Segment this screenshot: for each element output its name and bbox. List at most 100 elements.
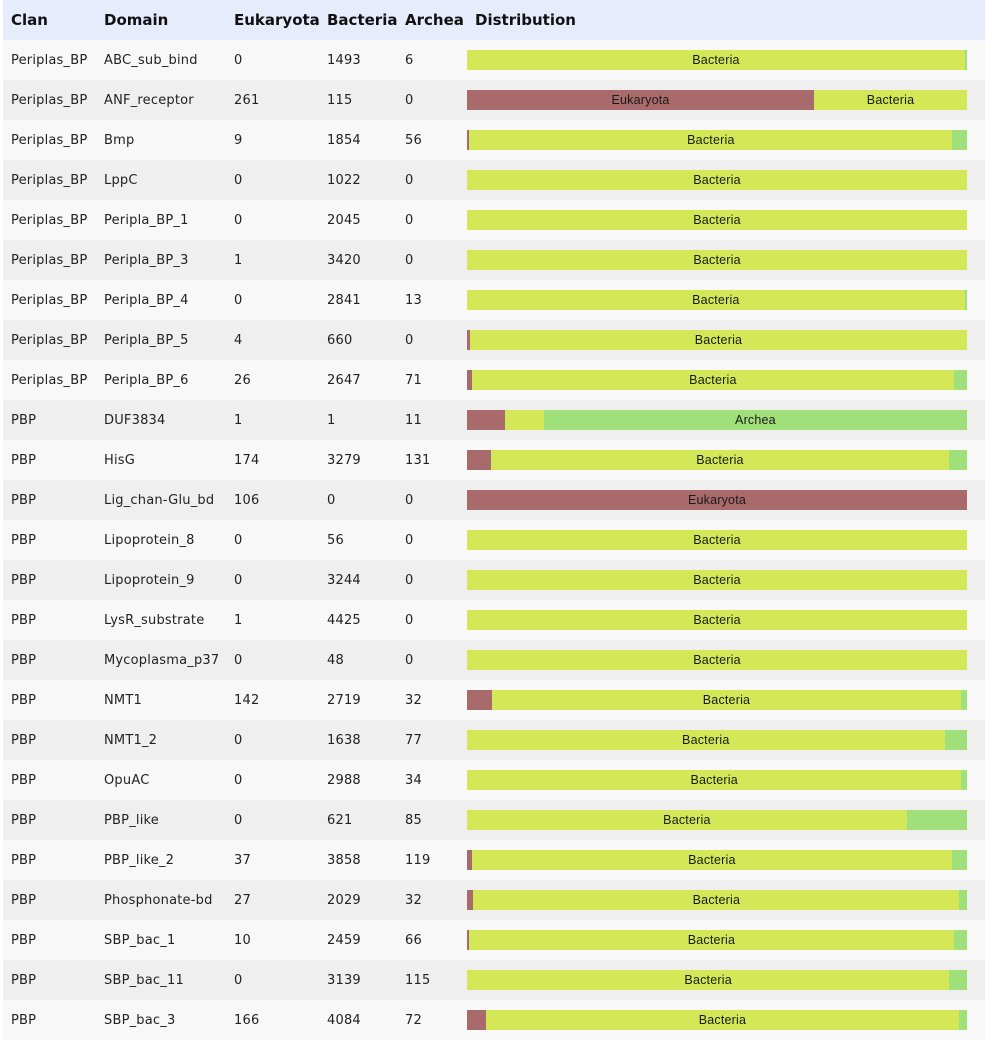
clan-cell[interactable]: Periplas_BP bbox=[3, 240, 96, 280]
eukaryota-count: 1 bbox=[226, 400, 319, 440]
eukaryota-count: 1 bbox=[226, 600, 319, 640]
clan-cell[interactable]: PBP bbox=[3, 520, 96, 560]
bacteria-count: 3244 bbox=[319, 560, 397, 600]
header-domain[interactable]: Domain bbox=[96, 0, 226, 40]
domain-cell[interactable]: Peripla_BP_6 bbox=[96, 360, 226, 400]
clan-cell[interactable]: PBP bbox=[3, 480, 96, 520]
eukaryota-count: 26 bbox=[226, 360, 319, 400]
bar-segment-label: Bacteria bbox=[693, 533, 740, 547]
domain-cell[interactable]: SBP_bac_11 bbox=[96, 960, 226, 1000]
domain-cell[interactable]: Peripla_BP_4 bbox=[96, 280, 226, 320]
domain-cell[interactable]: NMT1_2 bbox=[96, 720, 226, 760]
distribution-bar: Bacteria bbox=[467, 1010, 967, 1030]
domain-cell[interactable]: LysR_substrate bbox=[96, 600, 226, 640]
domain-cell[interactable]: Phosphonate-bd bbox=[96, 880, 226, 920]
clan-cell[interactable]: PBP bbox=[3, 840, 96, 880]
bar-segment-bacteria: Bacteria bbox=[472, 370, 954, 390]
archea-count: 0 bbox=[397, 520, 467, 560]
eukaryota-count: 0 bbox=[226, 200, 319, 240]
domain-cell[interactable]: Mycoplasma_p37 bbox=[96, 640, 226, 680]
clan-cell[interactable]: PBP bbox=[3, 560, 96, 600]
archea-count: 0 bbox=[397, 200, 467, 240]
eukaryota-count: 174 bbox=[226, 440, 319, 480]
clan-cell[interactable]: PBP bbox=[3, 680, 96, 720]
eukaryota-count: 4 bbox=[226, 320, 319, 360]
domain-cell[interactable]: Lig_chan-Glu_bd bbox=[96, 480, 226, 520]
bar-segment-label: Eukaryota bbox=[688, 493, 746, 507]
eukaryota-count: 0 bbox=[226, 560, 319, 600]
bacteria-count: 660 bbox=[319, 320, 397, 360]
distribution-bar: Bacteria bbox=[467, 690, 967, 710]
clan-cell[interactable]: Periplas_BP bbox=[3, 80, 96, 120]
clan-cell[interactable]: PBP bbox=[3, 640, 96, 680]
bar-segment-bacteria bbox=[505, 410, 543, 430]
eukaryota-count: 37 bbox=[226, 840, 319, 880]
clan-cell[interactable]: PBP bbox=[3, 880, 96, 920]
bar-segment-label: Bacteria bbox=[696, 453, 743, 467]
domain-cell[interactable]: HisG bbox=[96, 440, 226, 480]
bacteria-count: 1 bbox=[319, 400, 397, 440]
clan-cell[interactable]: Periplas_BP bbox=[3, 360, 96, 400]
archea-count: 34 bbox=[397, 760, 467, 800]
clan-cell[interactable]: PBP bbox=[3, 800, 96, 840]
bar-segment-label: Bacteria bbox=[693, 653, 740, 667]
clan-cell[interactable]: PBP bbox=[3, 400, 96, 440]
clan-cell[interactable]: PBP bbox=[3, 440, 96, 480]
domain-cell[interactable]: ABC_sub_bind bbox=[96, 40, 226, 80]
bacteria-count: 48 bbox=[319, 640, 397, 680]
distribution-bar: Bacteria bbox=[467, 770, 967, 790]
clan-cell[interactable]: PBP bbox=[3, 920, 96, 960]
eukaryota-count: 0 bbox=[226, 160, 319, 200]
bar-segment-bacteria: Bacteria bbox=[814, 90, 967, 110]
clan-cell[interactable]: PBP bbox=[3, 1000, 96, 1040]
header-clan[interactable]: Clan bbox=[3, 0, 96, 40]
bar-segment-archea bbox=[961, 690, 967, 710]
distribution-cell: Bacteria bbox=[467, 1000, 985, 1040]
eukaryota-count: 142 bbox=[226, 680, 319, 720]
eukaryota-count: 261 bbox=[226, 80, 319, 120]
clan-cell[interactable]: Periplas_BP bbox=[3, 40, 96, 80]
domain-cell[interactable]: Peripla_BP_5 bbox=[96, 320, 226, 360]
domain-cell[interactable]: LppC bbox=[96, 160, 226, 200]
eukaryota-count: 0 bbox=[226, 640, 319, 680]
bacteria-count: 2647 bbox=[319, 360, 397, 400]
domain-cell[interactable]: SBP_bac_3 bbox=[96, 1000, 226, 1040]
distribution-bar: Bacteria bbox=[467, 930, 967, 950]
bar-segment-archea bbox=[952, 130, 967, 150]
distribution-bar: Eukaryota bbox=[467, 490, 967, 510]
domain-cell[interactable]: PBP_like_2 bbox=[96, 840, 226, 880]
header-archea[interactable]: Archea bbox=[397, 0, 467, 40]
bacteria-count: 1493 bbox=[319, 40, 397, 80]
domain-cell[interactable]: OpuAC bbox=[96, 760, 226, 800]
bar-segment-bacteria: Bacteria bbox=[492, 690, 962, 710]
bar-segment-label: Bacteria bbox=[663, 813, 710, 827]
domain-cell[interactable]: Peripla_BP_1 bbox=[96, 200, 226, 240]
clan-cell[interactable]: PBP bbox=[3, 600, 96, 640]
eukaryota-count: 106 bbox=[226, 480, 319, 520]
domain-cell[interactable]: Lipoprotein_9 bbox=[96, 560, 226, 600]
clan-cell[interactable]: PBP bbox=[3, 720, 96, 760]
clan-cell[interactable]: Periplas_BP bbox=[3, 200, 96, 240]
clan-cell[interactable]: Periplas_BP bbox=[3, 280, 96, 320]
domain-cell[interactable]: DUF3834 bbox=[96, 400, 226, 440]
domain-cell[interactable]: Peripla_BP_3 bbox=[96, 240, 226, 280]
domain-cell[interactable]: Bmp bbox=[96, 120, 226, 160]
domain-cell[interactable]: NMT1 bbox=[96, 680, 226, 720]
distribution-bar: Bacteria bbox=[467, 50, 967, 70]
domain-cell[interactable]: SBP_bac_1 bbox=[96, 920, 226, 960]
bar-segment-archea bbox=[965, 50, 967, 70]
domain-cell[interactable]: Lipoprotein_8 bbox=[96, 520, 226, 560]
clan-cell[interactable]: PBP bbox=[3, 960, 96, 1000]
clan-cell[interactable]: Periplas_BP bbox=[3, 120, 96, 160]
bar-segment-bacteria: Bacteria bbox=[469, 130, 952, 150]
domain-cell[interactable]: ANF_receptor bbox=[96, 80, 226, 120]
archea-count: 0 bbox=[397, 320, 467, 360]
domain-cell[interactable]: PBP_like bbox=[96, 800, 226, 840]
clan-cell[interactable]: Periplas_BP bbox=[3, 320, 96, 360]
header-eukaryota[interactable]: Eukaryota bbox=[226, 0, 319, 40]
header-bacteria[interactable]: Bacteria bbox=[319, 0, 397, 40]
clan-cell[interactable]: PBP bbox=[3, 760, 96, 800]
clan-cell[interactable]: Periplas_BP bbox=[3, 160, 96, 200]
